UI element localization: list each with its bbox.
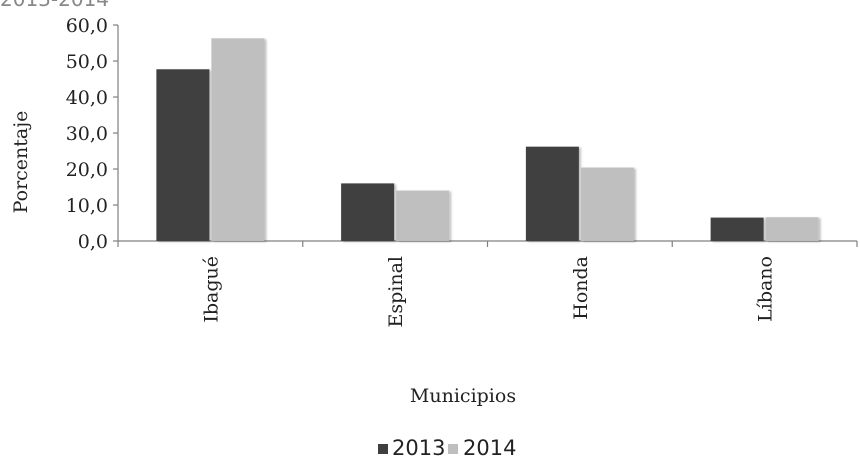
x-axis-ticks — [117, 241, 858, 247]
bar-líbano-2013 — [710, 217, 764, 241]
y-tick-label: 10,0 — [66, 195, 108, 217]
y-tick-label: 30,0 — [66, 123, 108, 145]
x-axis-title: Municipios — [410, 385, 516, 407]
legend-swatch-2013 — [378, 444, 388, 454]
y-tick-label: 50,0 — [66, 51, 108, 73]
bar-líbano-2014 — [765, 217, 819, 241]
legend-label-2013: 2013 — [392, 436, 445, 460]
y-axis-ticks: 0,0 10,0 20,0 30,0 40,0 50,0 60,0 — [66, 15, 118, 253]
bars-group — [156, 38, 819, 241]
bar-honda-2014 — [580, 167, 634, 241]
bar-espinal-2014 — [396, 190, 450, 241]
bar-honda-2013 — [525, 146, 579, 241]
y-axis-title: Porcentaje — [10, 111, 32, 214]
x-category-label: Honda — [570, 256, 592, 320]
legend-label-2014: 2014 — [463, 436, 516, 460]
y-tick-label: 60,0 — [66, 15, 108, 37]
bar-ibagué-2013 — [156, 69, 210, 241]
y-tick-label: 0,0 — [78, 231, 108, 253]
bar-ibagué-2014 — [211, 38, 265, 241]
y-tick-label: 20,0 — [66, 159, 108, 181]
x-category-label: Líbano — [755, 256, 777, 322]
x-category-label: Ibagué — [200, 256, 222, 323]
y-tick-label: 40,0 — [66, 87, 108, 109]
bar-espinal-2013 — [341, 183, 395, 241]
legend: 2013 2014 — [378, 436, 516, 460]
legend-swatch-2014 — [448, 444, 458, 454]
chart-title-fragment: 2013-2014 — [0, 0, 109, 11]
x-category-label: Espinal — [385, 256, 407, 328]
x-axis-labels: Ibagué Espinal Honda Líbano — [200, 256, 776, 328]
